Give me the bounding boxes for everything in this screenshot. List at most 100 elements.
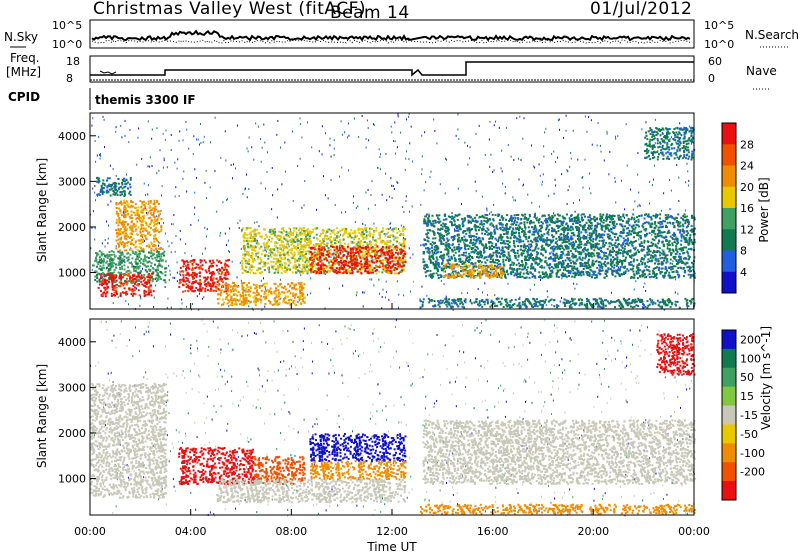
speckle-cell: [486, 207, 488, 210]
speckle-cell: [590, 119, 592, 122]
range-gate-cell: [98, 267, 101, 270]
range-gate-cell: [208, 269, 211, 272]
range-gate-cell: [313, 251, 316, 254]
range-gate-cell: [160, 218, 163, 221]
range-gate-cell: [117, 214, 120, 217]
range-gate-cell: [387, 253, 390, 256]
range-gate-cell: [248, 233, 251, 236]
range-gate-cell: [156, 260, 159, 263]
range-gate-cell: [182, 270, 185, 273]
speckle-cell: [324, 132, 326, 135]
range-gate-cell: [300, 253, 303, 256]
range-gate-cell: [375, 260, 378, 263]
range-gate-cell: [392, 264, 394, 267]
range-gate-cell: [364, 261, 367, 264]
range-gate-cell: [346, 257, 348, 260]
range-gate-cell: [309, 235, 311, 238]
speckle-cell: [94, 185, 96, 188]
range-gate-cell: [381, 271, 384, 274]
range-gate-cell: [299, 291, 302, 294]
range-gate-cell: [129, 186, 132, 189]
speckle-cell: [482, 291, 484, 294]
speckle-cell: [548, 194, 550, 197]
range-gate-cell: [315, 267, 318, 270]
speckle-cell: [156, 127, 158, 130]
range-gate-cell: [152, 225, 155, 227]
range-gate-cell: [159, 278, 162, 280]
speckle-cell: [489, 120, 491, 123]
speckle-cell: [162, 166, 164, 169]
range-gate-cell: [127, 280, 130, 282]
range-gate-cell: [685, 226, 688, 229]
range-gate-cell: [380, 241, 383, 244]
range-gate-cell: [114, 276, 117, 279]
range-gate-cell: [304, 246, 307, 249]
range-gate-cell: [110, 183, 112, 186]
range-gate-cell: [130, 279, 133, 282]
range-gate-cell: [248, 268, 251, 271]
range-gate-cell: [97, 193, 100, 196]
speckle-cell: [334, 204, 336, 207]
range-gate-cell: [352, 252, 355, 255]
speckle-cell: [555, 161, 557, 164]
range-gate-cell: [241, 264, 244, 267]
range-gate-cell: [115, 266, 118, 269]
speckle-cell: [339, 175, 341, 178]
range-gate-cell: [375, 229, 378, 232]
range-gate-cell: [289, 240, 292, 243]
speckle-cell: [128, 141, 130, 144]
speckle-cell: [547, 295, 549, 298]
range-gate-cell: [225, 259, 228, 262]
range-gate-cell: [501, 226, 504, 229]
range-gate-cell: [376, 265, 379, 268]
range-gate-cell: [128, 236, 131, 239]
range-gate-cell: [198, 283, 201, 286]
speckle-cell: [381, 193, 383, 196]
range-gate-cell: [268, 252, 271, 255]
range-gate-cell: [288, 231, 291, 234]
range-gate-cell: [512, 242, 515, 245]
range-gate-cell: [129, 217, 132, 220]
speckle-cell: [405, 195, 407, 198]
speckle-cell: [184, 252, 186, 255]
range-gate-cell: [125, 256, 128, 259]
speckle-cell: [669, 137, 671, 140]
range-gate-cell: [120, 238, 122, 241]
range-gate-cell: [344, 261, 347, 264]
range-gate-cell: [147, 289, 150, 292]
range-gate-cell: [367, 246, 370, 249]
range-gate-cell: [120, 241, 122, 244]
range-gate-cell: [149, 284, 152, 287]
speckle-cell: [128, 303, 130, 306]
range-gate-cell: [132, 280, 135, 283]
range-gate-cell: [256, 257, 259, 260]
range-gate-cell: [127, 187, 129, 190]
speckle-cell: [214, 170, 216, 173]
range-gate-cell: [120, 223, 123, 226]
speckle-cell: [564, 254, 566, 257]
speckle-cell: [227, 239, 229, 242]
range-gate-cell: [117, 257, 120, 260]
speckle-cell: [103, 118, 105, 121]
range-gate-cell: [109, 274, 112, 277]
range-gate-cell: [106, 291, 109, 294]
range-gate-cell: [127, 202, 130, 205]
speckle-cell: [261, 308, 263, 311]
speckle-cell: [368, 139, 370, 142]
range-gate-cell: [212, 261, 215, 264]
speckle-cell: [590, 192, 592, 195]
range-gate-cell: [117, 271, 120, 274]
range-gate-cell: [117, 188, 120, 191]
range-gate-cell: [136, 255, 139, 258]
speckle-cell: [145, 212, 147, 215]
speckle-cell: [245, 187, 247, 190]
range-gate-cell: [139, 242, 142, 245]
speckle-cell: [373, 222, 375, 225]
range-gate-cell: [327, 261, 330, 264]
range-gate-cell: [260, 253, 263, 256]
range-gate-cell: [98, 280, 101, 283]
range-gate-cell: [121, 187, 124, 190]
range-gate-cell: [118, 207, 121, 210]
range-gate-cell: [263, 228, 265, 231]
speckle-cell: [638, 191, 640, 194]
